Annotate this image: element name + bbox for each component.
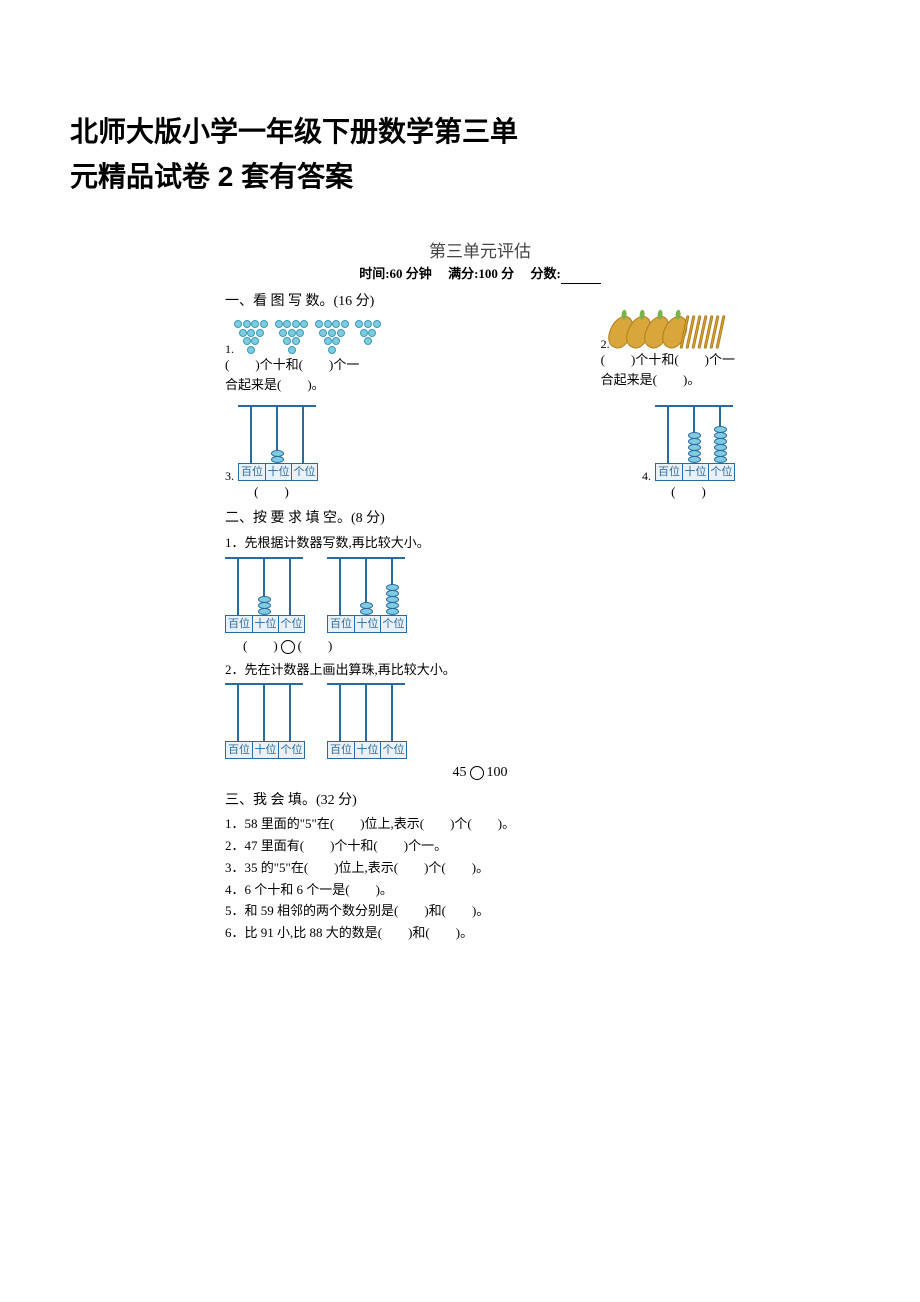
compare1-left: ( ) [243,638,278,653]
place-hundred: 百位 [656,464,682,480]
place-ten: 十位 [354,742,380,758]
ball-pyramid [315,320,349,354]
s3-q2: 2．47 里面有( )个十和( )个一。 [225,836,735,857]
exam-title: 第三单元评估 [225,240,735,264]
s2-ab-d: 百位 十位 个位 [327,683,407,759]
meta-full: 满分:100 分 [448,266,514,281]
s2-abacus-pair-1: 百位 十位 个位 百位 十位 个位 [225,557,735,633]
place-one: 个位 [291,464,317,480]
place-one: 个位 [708,464,734,480]
q3-q4-row: 3. 百位 十位 个位 ( ) 4. [225,405,735,501]
exam-content: 第三单元评估 时间:60 分钟 满分:100 分 分数: 一、看 图 写 数。(… [225,240,735,944]
place-hundred: 百位 [328,742,354,758]
q3-block: 3. 百位 十位 个位 ( ) [225,405,318,501]
s2-ab-a: 百位 十位 个位 [225,557,305,633]
s2-abacus-pair-2: 百位 十位 个位 百位 十位 个位 [225,683,735,759]
q2-combine: 合起来是( )。 [601,371,735,389]
place-hundred: 百位 [239,464,265,480]
q1-q2-row: 1. ( )个十和( )个一 合起来是( )。 2. ( )个十和( )个一 合… [225,315,735,394]
q1-combine: 合起来是( )。 [225,376,387,394]
q1-block: 1. ( )个十和( )个一 合起来是( )。 [225,315,387,394]
q2-tens-ones: ( )个十和( )个一 [601,351,735,369]
place-ten: 十位 [265,464,291,480]
compare-circle-icon [281,640,295,654]
s2-sub2: 2．先在计数器上画出算珠,再比较大小。 [225,661,735,679]
section-3-list: 1．58 里面的"5"在( )位上,表示( )个( )。 2．47 里面有( )… [225,814,735,944]
place-ten: 十位 [252,742,278,758]
s2-compare2: 45 100 [225,763,735,783]
s3-q1: 1．58 里面的"5"在( )位上,表示( )个( )。 [225,814,735,835]
q4-abacus: 百位 十位 个位 [655,405,735,481]
place-ten: 十位 [252,616,278,632]
s2-ab-b: 百位 十位 个位 [327,557,407,633]
q1-figure: 1. [225,315,387,354]
place-one: 个位 [380,742,406,758]
place-hundred: 百位 [226,742,252,758]
q3-paren: ( ) [254,483,289,501]
meta-time: 时间:60 分钟 [359,266,432,281]
ball-pyramid [355,320,381,346]
section-3-heading: 三、我 会 填。(32 分) [225,791,735,811]
q4-block: 4. 百位 十位 个位 ( ) [642,405,735,501]
compare-circle-icon [470,766,484,780]
document-title: 北师大版小学一年级下册数学第三单 元精品试卷 2 套有答案 [70,110,860,200]
section-2-heading: 二、按 要 求 填 空。(8 分) [225,509,735,529]
q1-tens-ones: ( )个十和( )个一 [225,356,387,374]
compare2-left: 45 [453,765,467,780]
q3-abacus: 百位 十位 个位 [238,405,318,481]
s3-q6: 6．比 91 小,比 88 大的数是( )和( )。 [225,923,735,944]
place-one: 个位 [380,616,406,632]
s3-q4: 4．6 个十和 6 个一是( )。 [225,880,735,901]
q4-paren: ( ) [671,483,706,501]
s2-ab-c: 百位 十位 个位 [225,683,305,759]
s3-q5: 5．和 59 相邻的两个数分别是( )和( )。 [225,901,735,922]
s2-sub1: 1．先根据计数器写数,再比较大小。 [225,534,735,552]
ball-pyramid [274,320,308,354]
q2-block: 2. ( )个十和( )个一 合起来是( )。 [601,315,735,394]
place-one: 个位 [278,616,304,632]
meta-score-label: 分数: [530,266,560,281]
place-one: 个位 [278,742,304,758]
section-1-heading: 一、看 图 写 数。(16 分) [225,292,735,312]
place-ten: 十位 [354,616,380,632]
title-line-1: 北师大版小学一年级下册数学第三单 [70,116,518,147]
title-line-2: 元精品试卷 2 套有答案 [70,161,353,192]
q3-label: 3. [225,468,234,485]
s3-q3: 3．35 的"5"在( )位上,表示( )个( )。 [225,858,735,879]
compare1-right: ( ) [298,638,333,653]
compare2-right: 100 [487,765,508,780]
q4-label: 4. [642,468,651,485]
place-hundred: 百位 [328,616,354,632]
s2-compare1: ( ) ( ) [225,637,735,655]
ball-pyramid [234,320,268,354]
score-blank [561,283,601,284]
place-hundred: 百位 [226,616,252,632]
q2-figure: 2. [601,315,735,349]
place-ten: 十位 [682,464,708,480]
exam-meta: 时间:60 分钟 满分:100 分 分数: [225,265,735,283]
